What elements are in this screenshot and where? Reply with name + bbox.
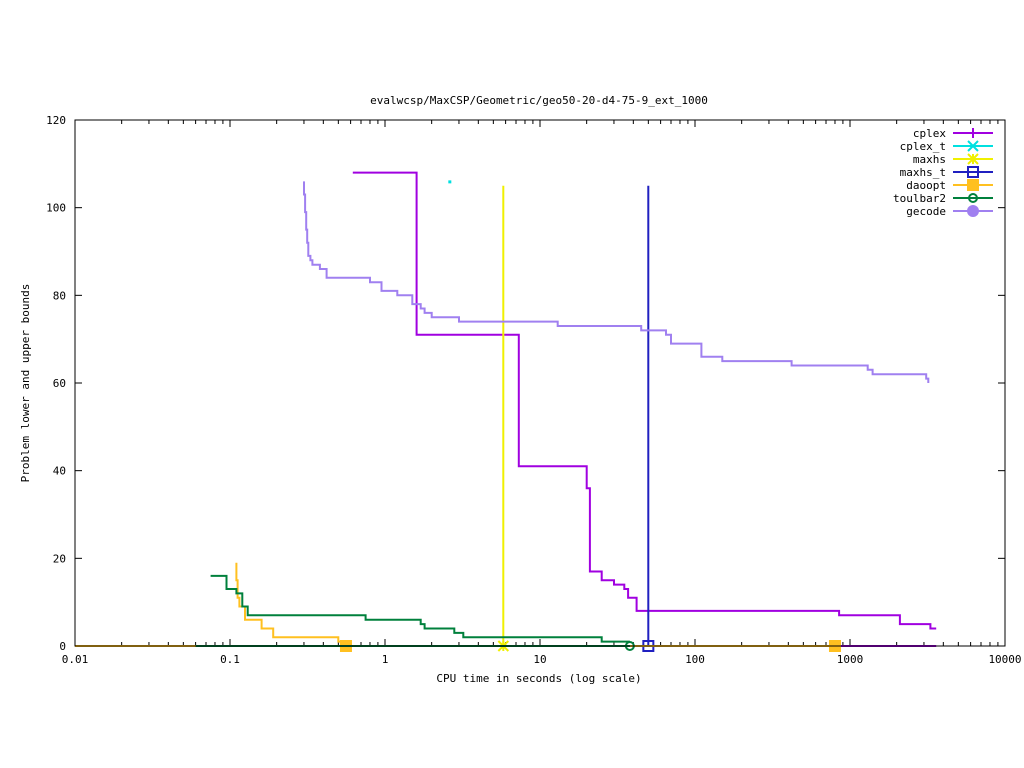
legend-label-maxhs_t: maxhs_t [900, 166, 946, 179]
series-gecode [303, 181, 930, 383]
x-tick-label: 0.01 [62, 653, 89, 666]
y-tick-label: 80 [53, 289, 66, 302]
plot-frame [74, 119, 1006, 647]
series-line-cplex [352, 171, 937, 630]
legend-marker-toulbar2 [968, 193, 978, 203]
x-tick-label: 10000 [988, 653, 1021, 666]
legend-label-daoopt: daoopt [906, 179, 946, 192]
legend-label-toulbar2: toulbar2 [893, 192, 946, 205]
x-tick-label: 0.1 [220, 653, 240, 666]
x-tick-label: 1000 [837, 653, 864, 666]
series-line-gecode [303, 181, 930, 383]
y-tick-label: 0 [59, 640, 66, 653]
y-axis-label: Problem lower and upper bounds [19, 284, 32, 483]
legend-marker-gecode [967, 205, 979, 217]
series-cplex_t [448, 180, 452, 184]
series-point-cplex_t [448, 180, 452, 184]
x-tick-label: 10 [533, 653, 546, 666]
y-tick-label: 120 [46, 114, 66, 127]
legend: cplexcplex_tmaxhsmaxhs_tdaoopttoulbar2ge… [893, 127, 993, 218]
series-line-toulbar2 [210, 574, 630, 643]
y-tick-label: 60 [53, 377, 66, 390]
legend-label-cplex_t: cplex_t [900, 140, 946, 153]
legend-marker-maxhs [967, 153, 979, 165]
y-tick-label: 20 [53, 552, 66, 565]
y-tick-label: 40 [53, 465, 66, 478]
legend-marker-maxhs_t [967, 166, 979, 178]
series-line-daoopt [235, 562, 346, 643]
axes: 0.01 0.1 1 10 100 1000 10000 0 20 40 60 80 100 120 [46, 114, 1021, 666]
legend-marker-cplex_t [967, 140, 979, 152]
legend-marker-cplex [968, 128, 978, 138]
legend-label-cplex: cplex [913, 127, 946, 140]
legend-marker-daoopt [967, 179, 979, 191]
x-tick-label: 100 [685, 653, 705, 666]
chart-title: evalwcsp/MaxCSP/Geometric/geo50-20-d4-75… [370, 94, 708, 107]
x-axis-label: CPU time in seconds (log scale) [436, 672, 641, 685]
legend-label-maxhs: maxhs [913, 153, 946, 166]
legend-label-gecode: gecode [906, 205, 946, 218]
y-tick-label: 100 [46, 202, 66, 215]
x-tick-label: 1 [382, 653, 389, 666]
